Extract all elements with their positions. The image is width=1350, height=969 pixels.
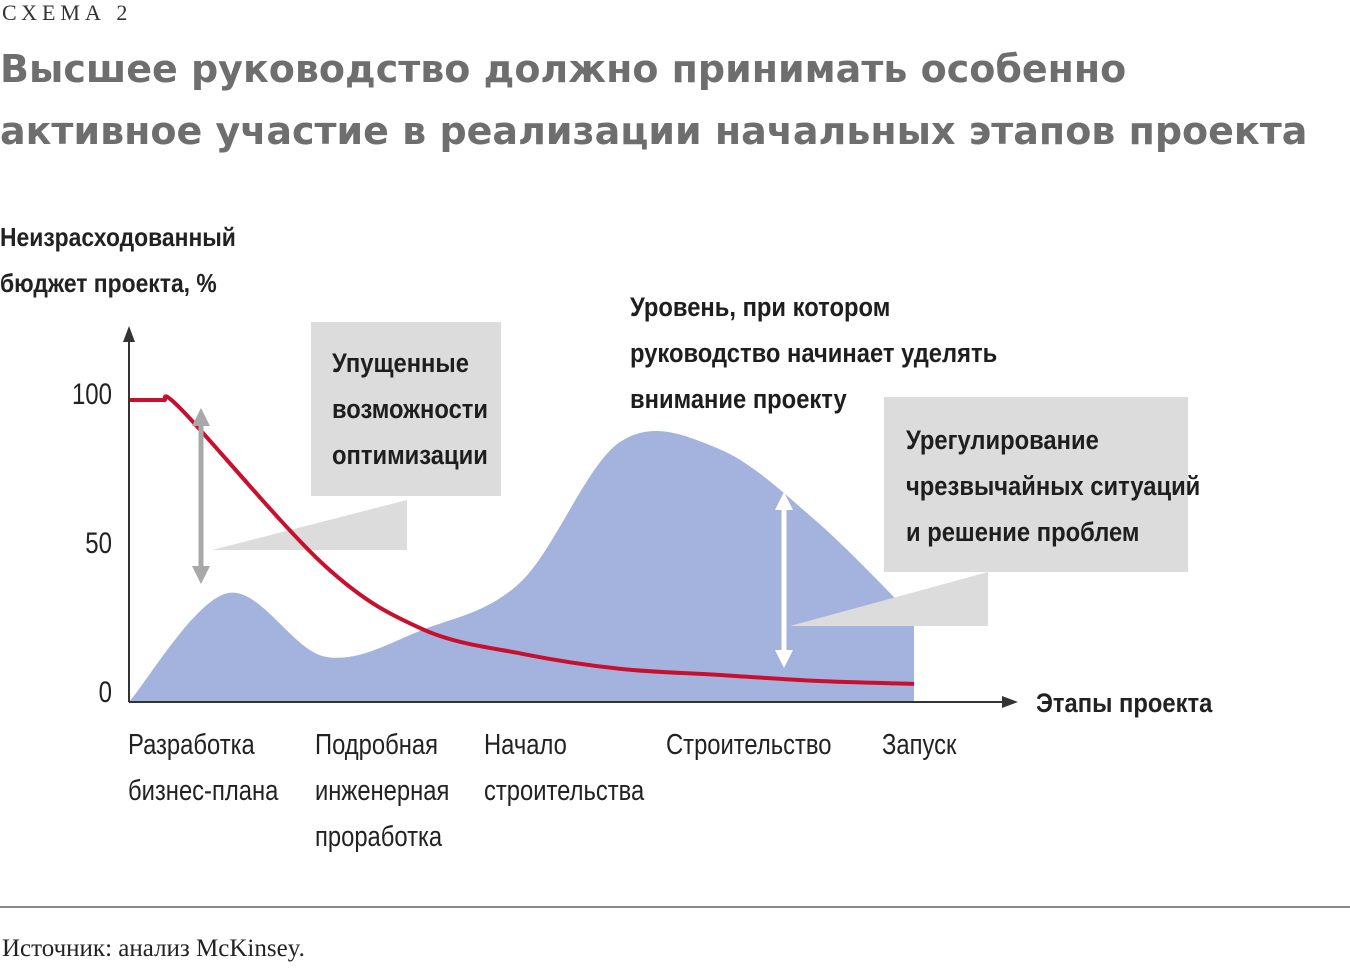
gap-arrow-white [775,492,793,668]
x-category-line: Начало [484,729,567,761]
x-axis-label: Этапы проекта [1036,688,1213,718]
x-category-line: Подробная [315,729,438,761]
x-category-line: Строительство [666,729,832,761]
x-category-line: Разработка [128,729,255,761]
x-category-business-plan: Разработка бизнес-плана [128,722,278,814]
x-category-construction: Строительство [666,722,831,768]
x-axis [129,696,1018,708]
x-category-engineering: Подробная инженерная проработка [315,722,449,860]
chart-title: Высшее руководство должно принимать особ… [0,47,1308,153]
attention-area [129,431,914,702]
x-category-line: Запуск [882,729,957,761]
level-label-line-3: внимание проекту [630,384,847,414]
x-category-line: бизнес-плана [128,775,279,807]
source-note: Источник: анализ McKinsey. [2,935,305,962]
missed-label-line-1: Упущенные [332,348,469,378]
y-tick-0: 0 [98,676,112,709]
missed-box [311,322,501,496]
crisis-management-label: Урегулирование чрезвычайных ситуаций и р… [906,417,1200,555]
schema-label: СХЕМА 2 [2,0,133,25]
gap-arrow-gray [192,408,210,584]
footer-divider [0,906,1350,908]
crisis-box-pointer [790,572,988,626]
missed-opportunities-label: Упущенные возможности оптимизации [332,340,488,478]
crisis-box [884,397,1188,572]
level-label-line-2: руководство начинает уделять [630,338,998,368]
missed-label-line-2: возможности [332,394,489,424]
crisis-label-line-2: чрезвычайных ситуаций [906,471,1201,501]
y-tick-100: 100 [71,378,112,411]
y-tick-50: 50 [85,527,112,560]
crisis-label-line-1: Урегулирование [906,425,1099,455]
x-category-line: инженерная [315,775,450,807]
y-axis-label-line-1: Неизрасходованный [0,222,236,252]
missed-label-line-3: оптимизации [332,440,488,470]
level-label-line-1: Уровень, при котором [630,292,891,322]
x-category-line: проработка [315,821,443,853]
y-axis-label-line-2: бюджет проекта, % [0,268,217,298]
y-axis-label: Неизрасходованный бюджет проекта, % [0,214,236,306]
crisis-label-line-3: и решение проблем [906,517,1140,547]
x-category-launch: Запуск [882,722,956,768]
x-category-construction-start: Начало строительства [484,722,644,814]
budget-line [129,394,915,686]
y-axis [123,326,135,702]
x-category-line: строительства [484,775,645,807]
attention-level-label: Уровень, при котором руководство начинае… [630,284,997,422]
missed-box-pointer [212,500,407,550]
